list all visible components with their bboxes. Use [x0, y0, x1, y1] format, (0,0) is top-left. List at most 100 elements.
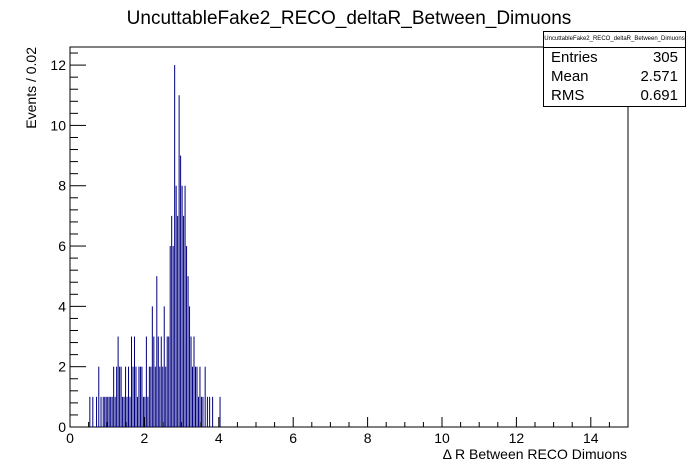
histogram-bar — [125, 366, 127, 427]
histogram-bar — [151, 306, 153, 427]
histogram-bars — [89, 65, 221, 428]
histogram-bar — [199, 366, 201, 427]
histogram-bar — [168, 336, 170, 427]
stats-mean-label: Mean — [551, 68, 589, 85]
histogram-bar — [189, 306, 191, 427]
histogram-bar — [172, 246, 174, 427]
histogram-bar — [147, 396, 149, 427]
histogram-bar — [132, 366, 134, 427]
histogram-bar — [186, 246, 188, 427]
histogram-bar — [171, 215, 173, 427]
histogram-bar — [98, 366, 100, 427]
histogram-bar — [178, 95, 180, 427]
histogram-bar — [89, 396, 91, 427]
y-tick-label: 6 — [58, 238, 66, 254]
x-tick-label: 0 — [66, 430, 74, 446]
histogram-bar — [187, 276, 189, 427]
stats-row-rms: RMS 0.691 — [544, 86, 685, 105]
histogram-bar — [196, 366, 198, 427]
histogram-bar — [200, 396, 202, 427]
stats-row-mean: Mean 2.571 — [544, 67, 685, 86]
histogram-bar — [175, 185, 177, 427]
stats-mean-value: 2.571 — [640, 68, 678, 85]
histogram-bar — [190, 336, 192, 427]
histogram-bar — [181, 185, 183, 427]
histogram-bar — [159, 366, 161, 427]
histogram-bar — [133, 336, 135, 427]
histogram-bar — [110, 396, 112, 427]
histogram-bar — [194, 366, 196, 427]
histogram-bar — [138, 366, 140, 427]
x-tick-label: 4 — [215, 430, 223, 446]
histogram-bar — [169, 246, 171, 427]
x-tick-label: 8 — [364, 430, 372, 446]
histogram-bar — [209, 396, 211, 427]
histogram-bar — [192, 366, 194, 427]
histogram-bar — [129, 396, 131, 427]
histogram-bar — [153, 336, 155, 427]
histogram-bar — [104, 396, 106, 427]
stats-box: UncuttableFake2_RECO_deltaR_Between_Dimu… — [543, 31, 686, 107]
histogram-bar — [122, 396, 124, 427]
histogram-bar — [165, 366, 167, 427]
histogram-bar — [156, 276, 158, 427]
x-axis-label: Δ R Between RECO Dimuons — [443, 446, 627, 462]
histogram-bar — [131, 336, 133, 427]
histogram-bar — [142, 396, 144, 427]
x-tick-label: 14 — [583, 430, 599, 446]
y-axis-label: Events / 0.02 — [23, 47, 39, 129]
histogram-bar — [102, 396, 104, 427]
histogram-bar — [119, 366, 121, 427]
histogram-bar — [177, 215, 179, 427]
histogram-bar — [206, 396, 208, 427]
y-tick-label: 12 — [50, 57, 66, 73]
stats-rms-label: RMS — [551, 87, 585, 104]
y-axis: 0 2 4 6 8 10 12 — [50, 52, 86, 435]
x-axis: 0 2 4 6 8 10 12 14 — [66, 417, 629, 446]
stats-rms-value: 0.691 — [640, 87, 678, 104]
histogram-bar — [116, 366, 118, 427]
histogram-bar — [202, 396, 204, 427]
histogram-bar — [183, 215, 185, 427]
stats-box-title: UncuttableFake2_RECO_deltaR_Between_Dimu… — [544, 32, 685, 48]
x-tick-label: 6 — [289, 430, 297, 446]
histogram-bar — [150, 366, 152, 427]
histogram-bar — [136, 396, 138, 427]
histogram-bar — [126, 396, 128, 427]
y-tick-label: 4 — [58, 298, 66, 314]
histogram-bar — [105, 396, 107, 427]
histogram-bar — [157, 336, 159, 427]
histogram-bar — [108, 396, 110, 427]
histogram-bar — [144, 396, 146, 427]
histogram-bar — [120, 366, 122, 427]
histogram-bar — [135, 366, 137, 427]
histogram-bar — [111, 396, 113, 427]
histogram-bar — [114, 396, 116, 427]
x-tick-label: 2 — [141, 430, 149, 446]
histogram-bar — [145, 336, 147, 427]
histogram-bar — [219, 396, 221, 427]
histogram-bar — [193, 336, 195, 427]
y-tick-label: 0 — [58, 419, 66, 435]
histogram-bar — [139, 366, 141, 427]
stats-row-entries: Entries 305 — [544, 48, 685, 67]
stats-entries-value: 305 — [652, 49, 678, 66]
histogram-bar — [123, 396, 125, 427]
histogram-bar — [197, 396, 199, 427]
y-tick-label: 8 — [58, 178, 66, 194]
histogram-bar — [113, 366, 115, 427]
histogram-bar — [92, 396, 94, 427]
histogram-bar — [204, 366, 206, 427]
histogram-bar — [117, 336, 119, 427]
histogram-bar — [180, 155, 182, 428]
histogram-bar — [174, 65, 176, 427]
histogram-bar — [166, 336, 168, 427]
chart-title: UncuttableFake2_RECO_deltaR_Between_Dimu… — [127, 8, 572, 29]
y-tick-label: 2 — [58, 359, 66, 375]
histogram-bar — [163, 306, 165, 427]
histogram-bar — [162, 366, 164, 427]
x-tick-label: 10 — [434, 430, 450, 446]
histogram-bar — [96, 396, 98, 427]
histogram-bar — [141, 366, 143, 427]
